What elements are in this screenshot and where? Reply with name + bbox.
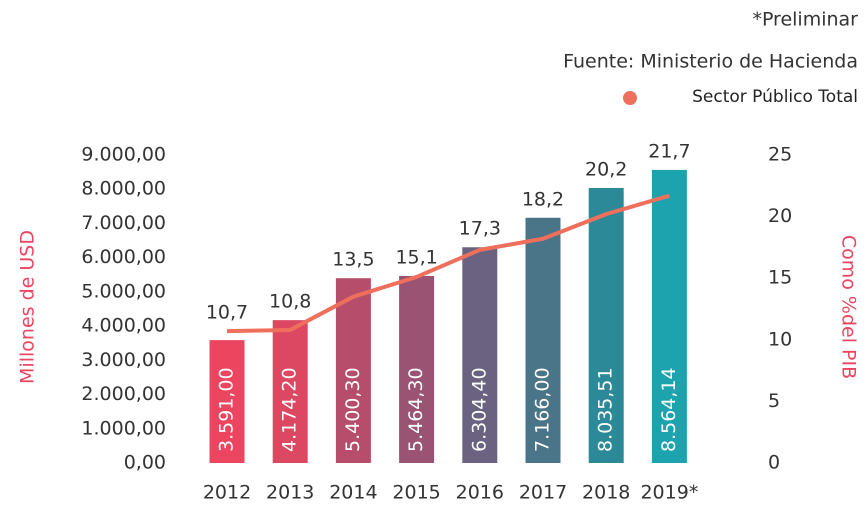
line-value-label: 18,2 xyxy=(522,188,564,210)
bar-value-label: 7.166,00 xyxy=(532,367,554,452)
y-tick-label: 3.000,00 xyxy=(81,349,166,371)
bar xyxy=(462,247,498,463)
line-value-label: 21,7 xyxy=(648,140,690,162)
bar-value-label: 4.174,20 xyxy=(279,367,301,452)
y-tick-label: 1.000,00 xyxy=(81,417,166,439)
y-tick-label: 0,00 xyxy=(124,452,166,474)
bar xyxy=(209,340,245,463)
bar-value-label: 8.035,51 xyxy=(595,367,617,452)
y-axis-label: Millones de USD xyxy=(17,230,39,384)
line xyxy=(226,193,670,334)
x-tick-label: 2016 xyxy=(456,482,504,504)
x-tick-label: 2019* xyxy=(640,482,698,504)
bar xyxy=(588,188,624,463)
bar-value-label: 6.304,40 xyxy=(468,367,490,452)
line-value-label: 10,7 xyxy=(206,302,248,324)
bar-value-label: 5.464,30 xyxy=(405,367,427,452)
x-tick-label: 2015 xyxy=(392,482,440,504)
y-tick-label: 4.000,00 xyxy=(81,315,166,337)
y-tick-label: 6.000,00 xyxy=(81,246,166,268)
y2-tick-label: 5 xyxy=(768,390,780,412)
y-tick-label: 5.000,00 xyxy=(81,280,166,302)
bar-value-label: 8.564,14 xyxy=(658,367,680,452)
bar xyxy=(399,275,435,463)
bar-value-label: 3.591,00 xyxy=(216,367,238,452)
y-tick-label: 7.000,00 xyxy=(81,212,166,234)
y-tick-label: 8.000,00 xyxy=(81,178,166,200)
x-tick-label: 2013 xyxy=(266,482,314,504)
x-tick-label: 2014 xyxy=(329,482,377,504)
y2-axis-label: Como %del PIB xyxy=(838,235,860,379)
bar xyxy=(651,169,687,464)
y2-tick-label: 25 xyxy=(768,144,792,166)
x-tick-label: 2012 xyxy=(203,482,251,504)
legend-marker xyxy=(623,91,637,105)
bar-value-label: 5.400,30 xyxy=(342,367,364,452)
y-tick-label: 9.000,00 xyxy=(81,144,166,166)
y-tick-label: 2.000,00 xyxy=(81,383,166,405)
line-value-label: 10,8 xyxy=(269,291,311,313)
y2-tick-label: 20 xyxy=(768,205,792,227)
note: Fuente: Ministerio de Hacienda xyxy=(563,51,858,73)
x-tick-label: 2018 xyxy=(582,482,630,504)
bar xyxy=(272,320,308,463)
y2-tick-label: 0 xyxy=(768,452,780,474)
y2-tick-label: 10 xyxy=(768,328,792,350)
legend-label: Sector Público Total xyxy=(692,87,858,107)
line-value-label: 15,1 xyxy=(395,246,437,268)
y2-tick-label: 15 xyxy=(768,267,792,289)
bar xyxy=(525,217,561,463)
line-value-label: 17,3 xyxy=(459,218,501,240)
bar xyxy=(335,278,371,463)
note: *Preliminar xyxy=(752,9,858,31)
x-tick-label: 2017 xyxy=(519,482,567,504)
line-value-label: 13,5 xyxy=(332,249,374,271)
line-value-label: 20,2 xyxy=(585,159,627,181)
